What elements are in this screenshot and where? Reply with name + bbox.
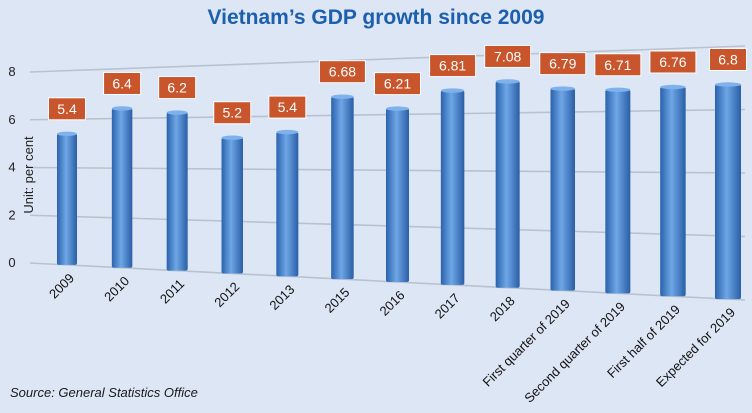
- y-tick-label: 6: [8, 112, 15, 127]
- data-label: 6.81: [439, 58, 466, 74]
- bar-top: [331, 94, 354, 99]
- data-label-box: [158, 76, 197, 100]
- x-tick-label: 2016: [377, 288, 408, 319]
- data-label: 6.4: [112, 75, 132, 91]
- data-label: 6.2: [167, 80, 187, 96]
- bar: [57, 133, 77, 265]
- data-label: 6.8: [718, 51, 738, 67]
- data-label: 6.68: [329, 64, 356, 80]
- source-note: Source: General Statistics Office: [10, 385, 198, 400]
- bar-top: [386, 106, 409, 111]
- bar-top: [221, 135, 243, 140]
- bar-top: [166, 110, 188, 115]
- bar: [440, 90, 465, 285]
- y-axis-label: Unit: per cent: [21, 136, 36, 214]
- y-tick-label: 8: [8, 64, 15, 79]
- data-label-box: [48, 97, 86, 121]
- chart-title: Vietnam’s GDP growth since 2009: [207, 6, 545, 29]
- x-tick-label: 2018: [487, 293, 518, 324]
- x-tick-label: 2015: [321, 285, 352, 316]
- data-label-box: [484, 44, 532, 68]
- data-label-box: [594, 53, 642, 77]
- data-label-box: [268, 95, 307, 119]
- bar: [495, 81, 520, 288]
- data-label-box: [103, 71, 142, 95]
- x-tick-label: 2013: [266, 282, 297, 313]
- data-label: 5.4: [57, 101, 77, 117]
- gridline: [29, 45, 746, 73]
- y-axis-ticks: 0 2 4 6 8: [8, 64, 15, 270]
- bar: [386, 108, 409, 283]
- data-label-box: [709, 47, 747, 71]
- data-label: 6.79: [549, 56, 576, 72]
- bar-top: [495, 79, 520, 84]
- bar-top: [111, 106, 133, 111]
- bar: [550, 88, 575, 291]
- bar-top: [57, 131, 77, 136]
- bar: [166, 112, 188, 271]
- bar: [331, 96, 354, 280]
- data-label: 5.2: [223, 105, 243, 121]
- x-tick-label: 2009: [46, 270, 77, 301]
- bar: [276, 132, 299, 277]
- bar: [715, 84, 741, 300]
- x-tick-label: 2012: [211, 279, 242, 310]
- data-label-box: [213, 101, 252, 125]
- bars: [57, 79, 741, 300]
- data-label-box: [318, 60, 366, 84]
- data-label-box: [539, 52, 587, 76]
- y-tick-label: 4: [8, 160, 15, 175]
- bar: [660, 87, 686, 297]
- x-tick-label: 2010: [101, 273, 132, 304]
- data-label: 6.21: [384, 76, 411, 92]
- bar: [221, 137, 243, 274]
- bar: [605, 89, 631, 294]
- bar-top: [715, 82, 741, 87]
- x-tick-label: 2017: [432, 290, 463, 321]
- data-labels: 5.4 6.4 6.2 5.2 5.4 6.68 6.21 6.81 7.08 6.79 6.71 6…: [48, 44, 747, 125]
- bar-top: [276, 129, 299, 135]
- data-label: 6.71: [604, 57, 631, 73]
- bar-top: [440, 88, 465, 93]
- data-label-box: [374, 72, 421, 96]
- bar-top: [605, 87, 631, 92]
- y-tick-label: 0: [8, 255, 15, 270]
- bar: [111, 108, 133, 268]
- data-label: 5.4: [278, 99, 298, 115]
- bar-top: [660, 84, 686, 90]
- bar-top: [550, 86, 575, 91]
- x-tick-label: 2011: [157, 276, 187, 306]
- data-label: 6.76: [659, 54, 686, 70]
- data-label: 7.08: [494, 48, 521, 64]
- data-label-box: [429, 54, 477, 78]
- data-label-box: [649, 50, 697, 74]
- x-tick-label: Second quarter of 2019: [521, 299, 628, 406]
- y-tick-label: 2: [8, 207, 15, 222]
